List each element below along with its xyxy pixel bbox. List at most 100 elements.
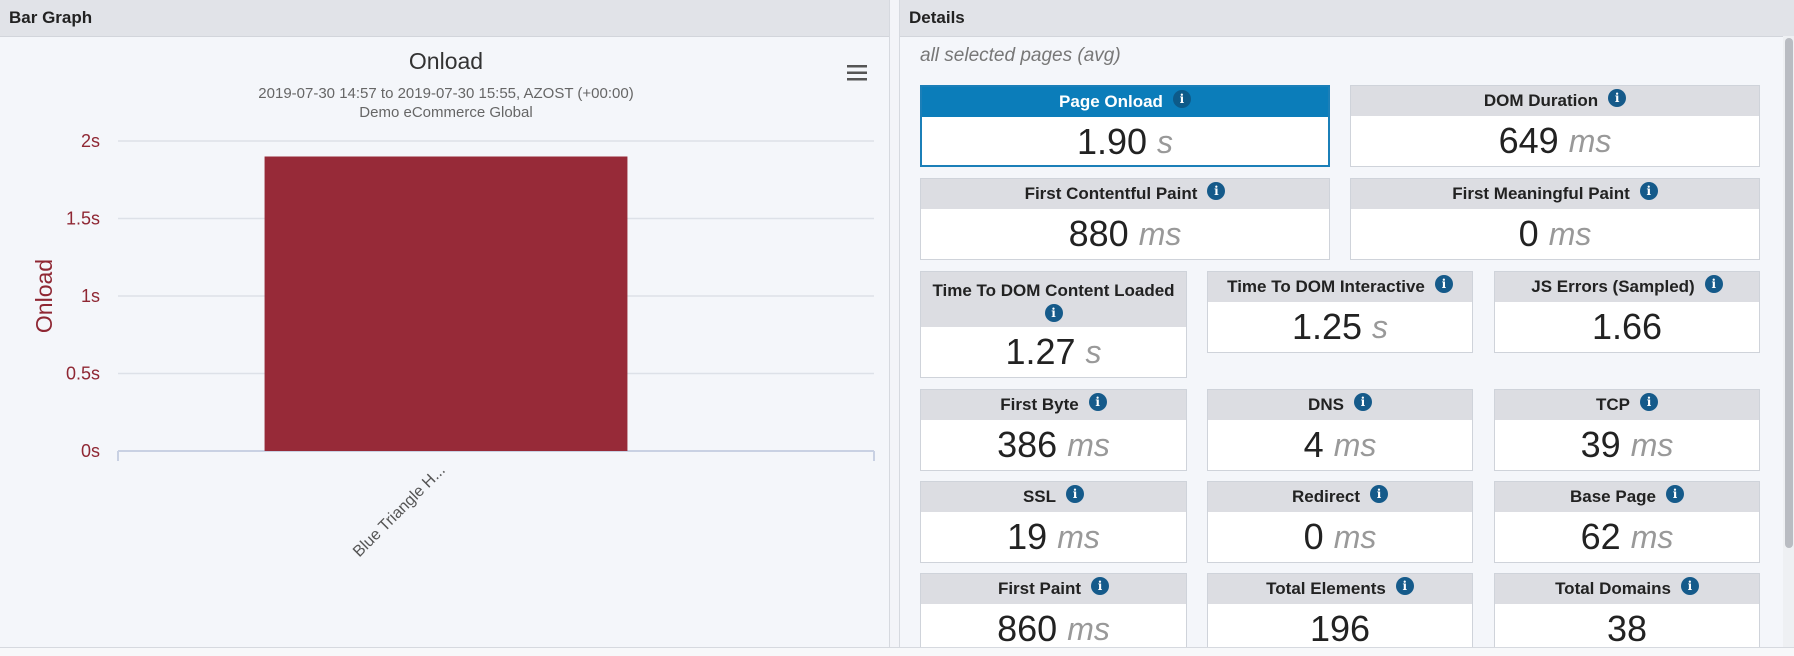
metric-card-header: Total Domains i bbox=[1495, 574, 1759, 604]
metric-value-row: 860 ms bbox=[921, 604, 1186, 648]
y-tick-label: 1.5s bbox=[66, 209, 100, 229]
metric-card-base-page[interactable]: Base Page i 62 ms bbox=[1494, 481, 1760, 563]
info-icon[interactable]: i bbox=[1434, 275, 1453, 293]
bottom-strip bbox=[0, 647, 1794, 656]
metric-card-header: SSL i bbox=[921, 482, 1186, 512]
metric-label: First Paint bbox=[997, 579, 1082, 598]
metric-value: 62 bbox=[1580, 516, 1621, 557]
info-icon[interactable]: i bbox=[1704, 275, 1723, 293]
metric-label: Page Onload bbox=[1059, 92, 1163, 111]
info-icon[interactable]: i bbox=[1608, 89, 1627, 107]
metric-card-dns[interactable]: DNS i 4 ms bbox=[1207, 389, 1473, 471]
info-icon[interactable]: i bbox=[1640, 393, 1658, 411]
bar-graph-panel: Bar Graph Onload 2019-07-30 14:57 to 201… bbox=[0, 0, 890, 647]
metric-unit: ms bbox=[1568, 122, 1612, 159]
hamburger-menu-icon[interactable] bbox=[847, 64, 867, 82]
metric-label: First Contentful Paint bbox=[1024, 184, 1198, 203]
metric-label: Total Domains bbox=[1555, 579, 1671, 598]
metric-card-header: First Paint i bbox=[921, 574, 1186, 604]
metric-value: 4 bbox=[1303, 424, 1324, 465]
metric-card-time-to-dom-content-loaded[interactable]: Time To DOM Content Loaded i 1.27 s bbox=[920, 271, 1187, 378]
info-icon[interactable]: i bbox=[1353, 393, 1372, 411]
metric-value: 196 bbox=[1309, 608, 1371, 648]
metric-value: 649 bbox=[1498, 120, 1559, 161]
metric-card-time-to-dom-interactive[interactable]: Time To DOM Interactive i 1.25 s bbox=[1207, 271, 1473, 353]
metric-label: TCP bbox=[1596, 395, 1630, 414]
metric-label: Redirect bbox=[1291, 487, 1361, 506]
info-icon[interactable]: i bbox=[1088, 393, 1107, 411]
y-tick-label: 1s bbox=[81, 286, 100, 306]
metric-card-ssl[interactable]: SSL i 19 ms bbox=[920, 481, 1187, 563]
metric-unit: ms bbox=[1067, 426, 1110, 463]
bar[interactable] bbox=[264, 156, 628, 452]
info-icon[interactable]: i bbox=[1639, 182, 1658, 200]
metric-unit: ms bbox=[1333, 518, 1377, 555]
metric-label: Time To DOM Interactive bbox=[1227, 277, 1425, 296]
metric-value: 386 bbox=[997, 424, 1058, 465]
bar-graph-panel-header: Bar Graph bbox=[0, 0, 889, 37]
metric-card-js-errors-sampled[interactable]: JS Errors (Sampled) i 1.66 bbox=[1494, 271, 1760, 353]
details-scrollbar-thumb[interactable] bbox=[1785, 38, 1793, 548]
metric-label: Time To DOM Content Loaded bbox=[932, 280, 1175, 300]
chart-subtitle-2: Demo eCommerce Global bbox=[359, 104, 532, 121]
y-tick-label: 2s bbox=[81, 131, 100, 151]
info-icon[interactable]: i bbox=[1666, 485, 1684, 503]
info-icon[interactable]: i bbox=[1091, 577, 1110, 595]
metric-value-row: 1.25 s bbox=[1208, 302, 1472, 352]
metric-label: Base Page bbox=[1570, 487, 1656, 506]
metric-card-total-domains[interactable]: Total Domains i 38 bbox=[1494, 573, 1760, 648]
metric-card-header: Redirect i bbox=[1208, 482, 1472, 512]
metric-label: DNS bbox=[1308, 395, 1344, 414]
metric-unit: ms bbox=[1138, 215, 1182, 252]
chart-subtitle: 2019-07-30 14:57 to 2019-07-30 15:55, AZ… bbox=[258, 85, 633, 102]
metric-value-row: 39 ms bbox=[1495, 420, 1759, 470]
metric-card-header: Page Onload i bbox=[922, 87, 1328, 117]
metric-label: Total Elements bbox=[1266, 579, 1386, 598]
metric-value: 1.25 bbox=[1291, 306, 1363, 347]
metric-card-first-meaningful-paint[interactable]: First Meaningful Paint i 0 ms bbox=[1350, 178, 1760, 260]
details-panel-title: Details bbox=[909, 8, 965, 27]
metric-value: 1.66 bbox=[1591, 306, 1663, 347]
metric-card-header: DNS i bbox=[1208, 390, 1472, 420]
metric-value-row: 1.66 bbox=[1495, 302, 1759, 352]
info-icon[interactable]: i bbox=[1044, 303, 1063, 322]
metric-card-dom-duration[interactable]: DOM Duration i 649 ms bbox=[1350, 85, 1760, 167]
info-icon[interactable]: i bbox=[1207, 182, 1226, 200]
metric-value: 1.90 bbox=[1076, 121, 1148, 162]
metric-value-row: 4 ms bbox=[1208, 420, 1472, 470]
y-axis-title: Onload bbox=[31, 259, 57, 333]
metric-value-row: 0 ms bbox=[1208, 512, 1472, 562]
metric-label: DOM Duration bbox=[1483, 91, 1599, 110]
metric-card-header: JS Errors (Sampled) i bbox=[1495, 272, 1759, 302]
metric-card-header: First Contentful Paint i bbox=[921, 179, 1329, 209]
metric-value: 39 bbox=[1580, 424, 1621, 465]
metric-card-first-byte[interactable]: First Byte i 386 ms bbox=[920, 389, 1187, 471]
metric-label: First Meaningful Paint bbox=[1452, 184, 1630, 203]
info-icon[interactable]: i bbox=[1066, 485, 1085, 503]
metric-card-tcp[interactable]: TCP i 39 ms bbox=[1494, 389, 1760, 471]
metric-card-total-elements[interactable]: Total Elements i 196 bbox=[1207, 573, 1473, 648]
info-icon[interactable]: i bbox=[1172, 90, 1191, 108]
metric-unit: ms bbox=[1630, 518, 1674, 555]
metric-card-first-contentful-paint[interactable]: First Contentful Paint i 880 ms bbox=[920, 178, 1330, 260]
metric-value-row: 196 bbox=[1208, 604, 1472, 648]
metric-card-first-paint[interactable]: First Paint i 860 ms bbox=[920, 573, 1187, 648]
y-tick-label: 0.5s bbox=[66, 364, 100, 384]
metric-card-page-onload[interactable]: Page Onload i 1.90 s bbox=[920, 85, 1330, 167]
details-panel: Details all selected pages (avg) Page On… bbox=[899, 0, 1794, 648]
metric-value: 1.27 bbox=[1005, 331, 1076, 372]
metric-card-header: Total Elements i bbox=[1208, 574, 1472, 604]
info-icon[interactable]: i bbox=[1680, 577, 1699, 595]
bar-graph-panel-title: Bar Graph bbox=[9, 8, 93, 27]
details-panel-header: Details bbox=[900, 0, 1794, 37]
metric-card-header: Base Page i bbox=[1495, 482, 1759, 512]
metric-value-row: 386 ms bbox=[921, 420, 1186, 470]
y-tick-label: 0s bbox=[81, 441, 100, 461]
info-icon[interactable]: i bbox=[1395, 577, 1414, 595]
info-icon[interactable]: i bbox=[1370, 485, 1389, 503]
metric-card-redirect[interactable]: Redirect i 0 ms bbox=[1207, 481, 1473, 563]
metric-value-row: 62 ms bbox=[1495, 512, 1759, 562]
metric-card-header: First Meaningful Paint i bbox=[1351, 179, 1759, 209]
metric-unit: ms bbox=[1067, 610, 1110, 647]
